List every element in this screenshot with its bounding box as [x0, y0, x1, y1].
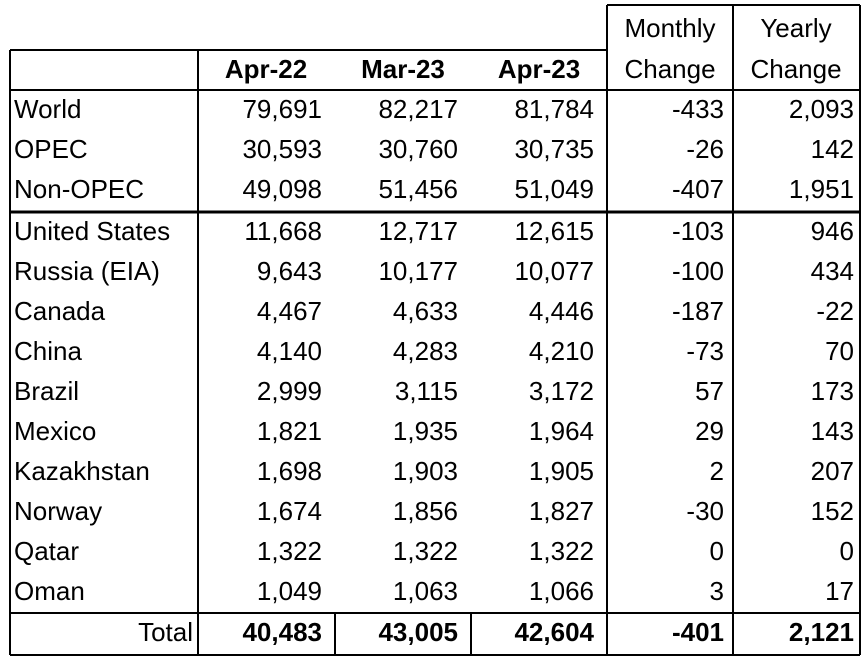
cell: 12,717	[378, 216, 458, 246]
cell: 1,066	[529, 576, 594, 606]
header: Apr-23	[498, 54, 580, 84]
total-cell: 40,483	[242, 617, 322, 647]
cell: -100	[672, 256, 724, 286]
cell: 1,821	[257, 416, 322, 446]
row-label: Non-OPEC	[14, 174, 144, 204]
cell: 1,322	[393, 536, 458, 566]
cell: 1,698	[257, 456, 322, 486]
cell: 207	[811, 456, 854, 486]
cell: 152	[811, 496, 854, 526]
header: Change	[750, 54, 841, 84]
cell: 3	[710, 576, 724, 606]
row-label: China	[14, 336, 82, 366]
row-label: Brazil	[14, 376, 79, 406]
cell: 1,674	[257, 496, 322, 526]
cell: 9,643	[257, 256, 322, 286]
cell: 10,177	[378, 256, 458, 286]
row-label: Canada	[14, 296, 106, 326]
cell: -407	[672, 174, 724, 204]
cell: 30,593	[242, 134, 322, 164]
cell: 29	[695, 416, 724, 446]
row-label: Norway	[14, 496, 102, 526]
row-label: Russia (EIA)	[14, 256, 160, 286]
cell: 17	[825, 576, 854, 606]
cell: 1,903	[393, 456, 458, 486]
cell: 1,856	[393, 496, 458, 526]
total-cell: 42,604	[514, 617, 594, 647]
row-label: United States	[14, 216, 170, 246]
row-label: World	[14, 94, 81, 124]
cell: -187	[672, 296, 724, 326]
cell: 1,827	[529, 496, 594, 526]
cell: 1,322	[257, 536, 322, 566]
cell: 30,735	[514, 134, 594, 164]
row-label: Oman	[14, 576, 85, 606]
cell: 3,172	[529, 376, 594, 406]
cell: 4,140	[257, 336, 322, 366]
cell: 4,633	[393, 296, 458, 326]
cell: -26	[686, 134, 724, 164]
cell: 4,467	[257, 296, 322, 326]
cell: 2,093	[789, 94, 854, 124]
cell: 173	[811, 376, 854, 406]
cell: 1,964	[529, 416, 594, 446]
cell: 0	[710, 536, 724, 566]
cell: 79,691	[242, 94, 322, 124]
cell: 2	[710, 456, 724, 486]
cell: 1,951	[789, 174, 854, 204]
cell: -73	[686, 336, 724, 366]
header: Change	[624, 54, 715, 84]
cell: 1,935	[393, 416, 458, 446]
row-label: Qatar	[14, 536, 79, 566]
header: Mar-23	[361, 54, 445, 84]
cell: 51,049	[514, 174, 594, 204]
grid	[9, 4, 861, 656]
cell: 1,049	[257, 576, 322, 606]
cell: 4,210	[529, 336, 594, 366]
row-label: Mexico	[14, 416, 96, 446]
cell: -30	[686, 496, 724, 526]
cell: 142	[811, 134, 854, 164]
cell: 70	[825, 336, 854, 366]
total-cell: 2,121	[789, 617, 854, 647]
cell: 946	[811, 216, 854, 246]
total-label: Total	[138, 617, 193, 647]
cell: 81,784	[514, 94, 594, 124]
header: Apr-22	[225, 54, 307, 84]
cell: 49,098	[242, 174, 322, 204]
cell: 143	[811, 416, 854, 446]
header-top: Yearly	[760, 13, 831, 43]
row-label: Kazakhstan	[14, 456, 150, 486]
cell: 434	[811, 256, 854, 286]
cell: 2,999	[257, 376, 322, 406]
cell: 82,217	[378, 94, 458, 124]
cell: 3,115	[395, 376, 458, 406]
cell: 0	[840, 536, 854, 566]
cell: 4,446	[529, 296, 594, 326]
cell: 1,905	[529, 456, 594, 486]
cell: 11,668	[244, 216, 322, 246]
cell: 4,283	[393, 336, 458, 366]
header-top: Monthly	[624, 13, 715, 43]
cell: -22	[816, 296, 854, 326]
cell: -103	[672, 216, 724, 246]
cell: 1,063	[393, 576, 458, 606]
total-cell: 43,005	[378, 617, 458, 647]
cell: 30,760	[378, 134, 458, 164]
cell: -433	[672, 94, 724, 124]
cell: 1,322	[529, 536, 594, 566]
cell: 10,077	[514, 256, 594, 286]
cell: 12,615	[514, 216, 594, 246]
total-cell: -401	[672, 617, 724, 647]
cell: 57	[695, 376, 724, 406]
row-label: OPEC	[14, 134, 88, 164]
cell: 51,456	[378, 174, 458, 204]
